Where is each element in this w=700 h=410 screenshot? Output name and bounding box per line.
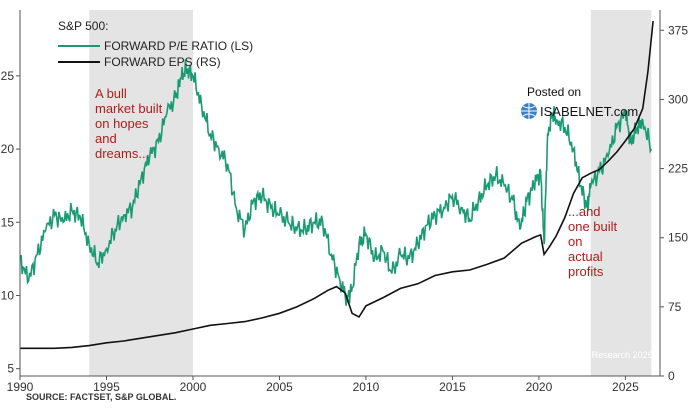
annotation-1-line-2: market built bbox=[95, 101, 163, 116]
right-tick-label: 75 bbox=[668, 300, 682, 314]
legend-label-eps: FORWARD EPS (RS) bbox=[104, 55, 221, 69]
chart-title: S&P 500: bbox=[58, 19, 108, 33]
watermark-posted-on: Posted on bbox=[527, 85, 581, 99]
annotation-2-line-1: ...and bbox=[568, 204, 601, 219]
annotation-2-line-5: profits bbox=[568, 264, 604, 279]
annotation-2-line-4: actual bbox=[568, 249, 603, 264]
left-tick-label: 20 bbox=[1, 142, 15, 156]
left-tick-label: 5 bbox=[7, 362, 14, 376]
x-tick-label: 2020 bbox=[526, 380, 553, 394]
watermark-site: ISABELNET.com bbox=[540, 104, 638, 119]
x-tick-label: 2025 bbox=[612, 380, 639, 394]
annotation-1-line-1: A bull bbox=[95, 86, 127, 101]
right-tick-label: 300 bbox=[668, 92, 688, 106]
shaded-period-2 bbox=[590, 10, 652, 376]
x-tick-label: 2000 bbox=[180, 380, 207, 394]
series-line-forward-pe bbox=[19, 59, 653, 306]
annotation-1-line-5: dreams... bbox=[95, 146, 149, 161]
x-tick-label: 2010 bbox=[353, 380, 380, 394]
left-tick-label: 25 bbox=[1, 69, 15, 83]
legend-label-pe: FORWARD P/E RATIO (LS) bbox=[104, 39, 253, 53]
left-tick-label: 15 bbox=[1, 215, 15, 229]
x-tick-label: 1995 bbox=[93, 380, 120, 394]
right-tick-label: 225 bbox=[668, 162, 688, 176]
annotation-bull-market: A bull market built on hopes and dreams.… bbox=[95, 86, 163, 161]
x-tick-label: 2015 bbox=[439, 380, 466, 394]
globe-icon bbox=[521, 103, 537, 119]
left-tick-label: 10 bbox=[1, 288, 15, 302]
annotation-1-line-4: and bbox=[95, 131, 117, 146]
annotation-2-line-3: on bbox=[568, 234, 582, 249]
x-tick-label: 1990 bbox=[7, 380, 34, 394]
credit-text: © BCA Research 2026 bbox=[562, 350, 653, 360]
x-tick-label: 2005 bbox=[266, 380, 293, 394]
right-tick-label: 375 bbox=[668, 23, 688, 37]
shaded-period-1 bbox=[89, 10, 193, 376]
source-text: SOURCE: FACTSET, S&P GLOBAL. bbox=[26, 392, 176, 402]
right-tick-label: 0 bbox=[668, 369, 675, 383]
annotation-1-line-3: on hopes bbox=[95, 116, 149, 131]
annotation-2-line-2: one built bbox=[568, 219, 618, 234]
series-line-forward-eps bbox=[20, 21, 654, 350]
watermark: Posted on ISABELNET.com bbox=[521, 85, 638, 119]
annotation-actual-profits: ...and one built on actual profits bbox=[568, 204, 618, 279]
right-tick-label: 150 bbox=[668, 231, 688, 245]
